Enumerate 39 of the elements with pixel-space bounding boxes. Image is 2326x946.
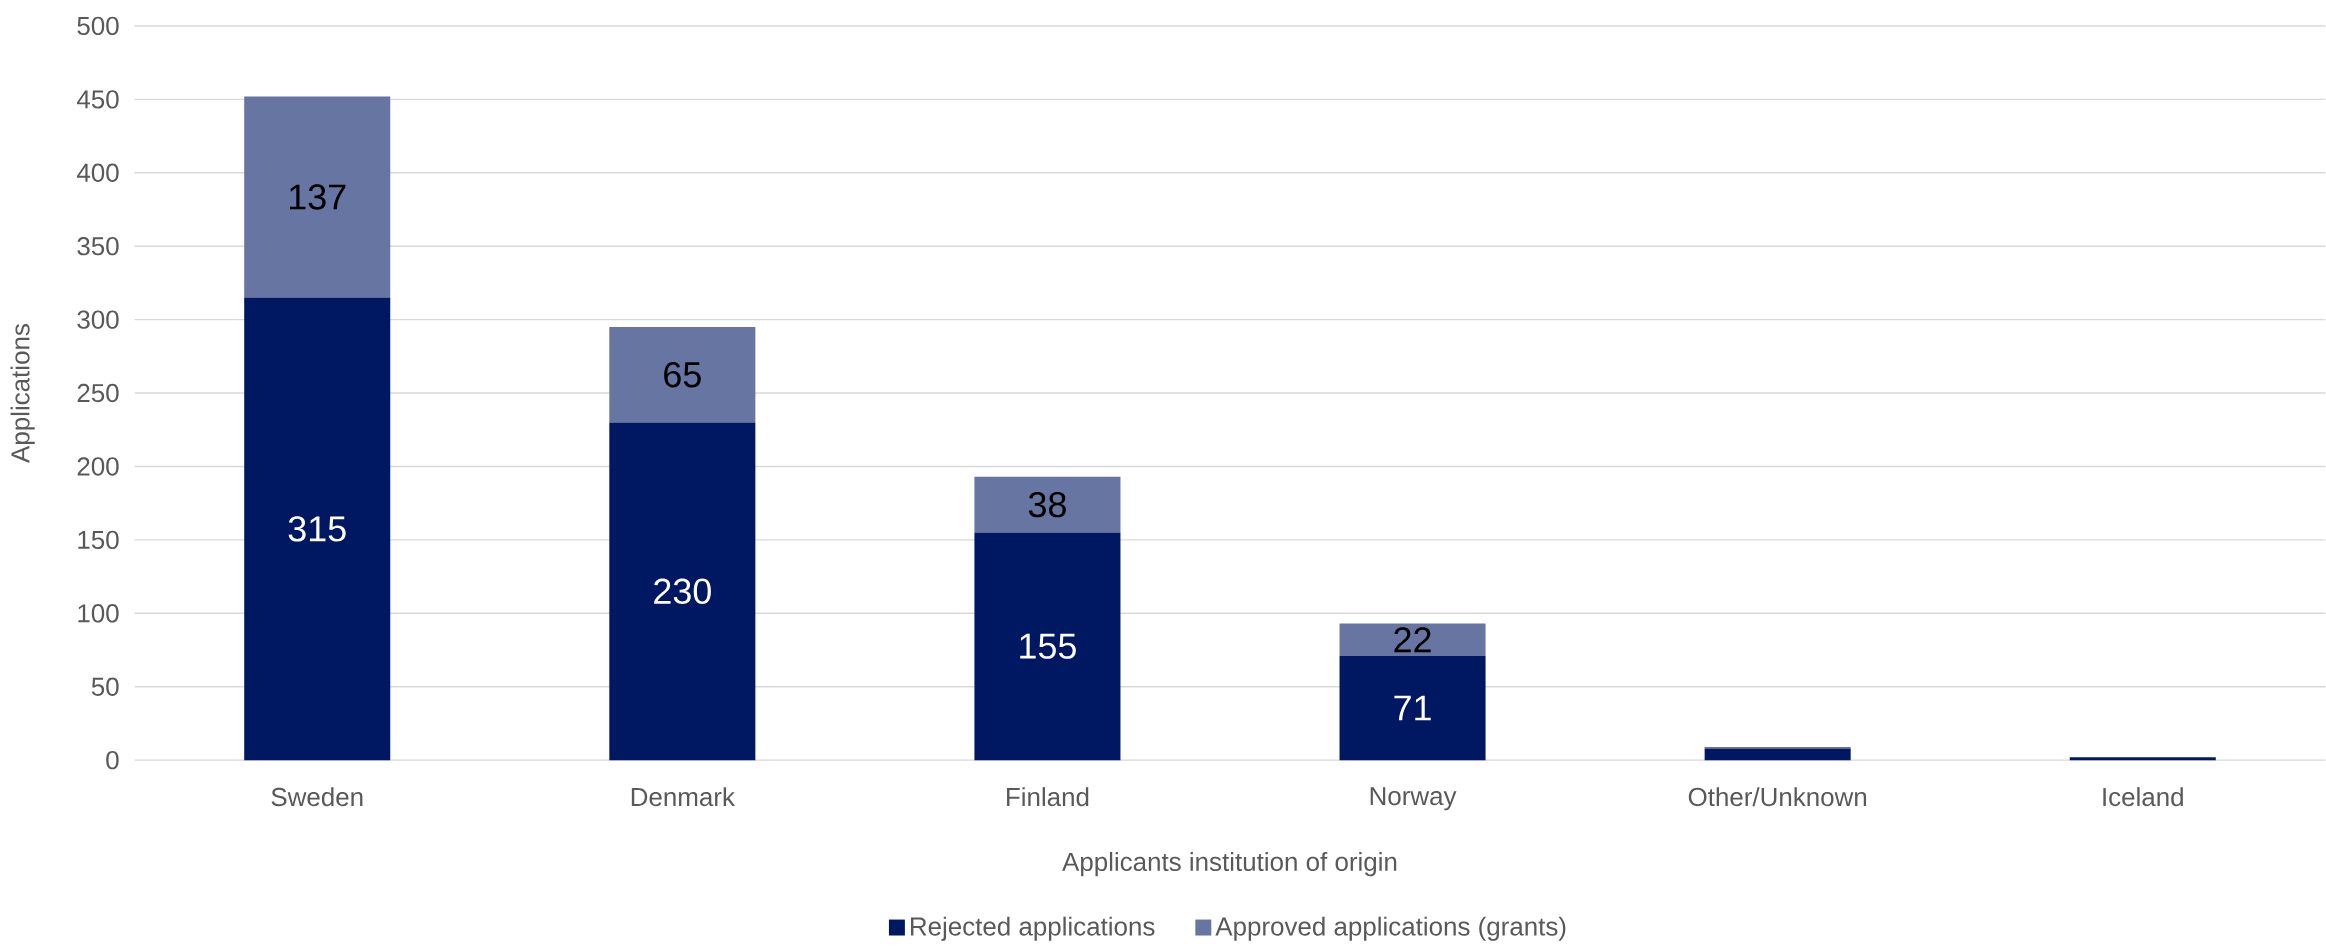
data-label: 71 <box>1394 695 1431 721</box>
legend-label: Rejected applications <box>911 916 1155 941</box>
y-tick-label: 450 <box>76 89 119 109</box>
bar <box>974 532 1121 760</box>
bar <box>244 96 391 298</box>
x-tick-label: Iceland <box>2103 786 2183 806</box>
legend-label: Approved applications (grants) <box>1215 916 1566 941</box>
bar <box>1339 623 1486 656</box>
data-label: 155 <box>1020 633 1076 659</box>
y-tick-label: 0 <box>106 750 119 770</box>
data-label: 137 <box>289 184 346 210</box>
x-tick-label: Finland <box>1007 786 1089 806</box>
y-tick-label: 200 <box>77 457 119 476</box>
data-label: 315 <box>288 515 346 542</box>
x-tick-label: Denmark <box>631 786 735 806</box>
y-tick-label: 50 <box>91 677 119 696</box>
y-axis-title: Applications <box>10 323 35 463</box>
x-axis-title: Applicants institution of origin <box>1062 851 1397 876</box>
y-tick-label: 400 <box>76 163 119 182</box>
y-tick-label: 500 <box>77 16 119 35</box>
bar <box>2069 757 2216 760</box>
data-label: 65 <box>664 361 701 388</box>
data-label: 38 <box>1028 491 1066 518</box>
y-tick-label: 250 <box>77 383 119 403</box>
y-tick-label: 100 <box>78 603 119 623</box>
data-label: 22 <box>1394 626 1431 653</box>
x-tick-label: Norway <box>1370 786 1457 811</box>
bar <box>1339 655 1486 760</box>
bar <box>974 476 1121 533</box>
y-tick-label: 350 <box>77 236 119 256</box>
y-tick-label: 300 <box>77 310 119 329</box>
bar <box>609 326 756 423</box>
data-label: 230 <box>654 578 711 604</box>
bar <box>244 297 391 760</box>
bar <box>1704 748 1851 760</box>
bar <box>609 422 756 760</box>
x-tick-label: Other/Unknown <box>1688 786 1867 806</box>
y-tick-label: 150 <box>78 530 119 549</box>
x-tick-label: Sweden <box>271 786 363 806</box>
